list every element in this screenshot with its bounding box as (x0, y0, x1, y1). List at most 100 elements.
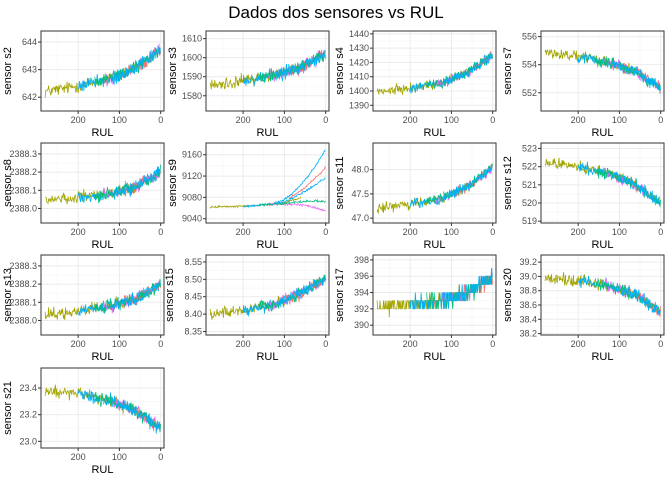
panel-border (540, 254, 665, 336)
y-tick-label: 47.0 (351, 213, 369, 223)
y-tick-label: 1430 (349, 43, 369, 53)
x-tick-label: 0 (658, 227, 663, 237)
y-tick-label: 2388.0 (9, 315, 37, 325)
x-axis-label: RUL (91, 239, 113, 251)
y-tick-label: 8.35 (184, 327, 202, 337)
y-tick-label: 390 (354, 320, 369, 330)
panel-border (205, 30, 330, 112)
x-tick-label: 200 (71, 452, 86, 462)
y-tick-label: 2388.3 (9, 261, 37, 271)
series-group (376, 51, 493, 95)
y-tick-label: 9160 (182, 150, 202, 160)
x-tick-label: 200 (236, 115, 251, 125)
y-tick-label: 552 (522, 88, 537, 98)
panel-border (205, 254, 330, 336)
y-axis-label: sensor s3 (167, 47, 179, 95)
sensor-panel: 200 100 0 390 392 394 396 398 RUL sensor s17 (334, 254, 497, 363)
y-axis-label: sensor s8 (2, 159, 14, 207)
y-tick-label: 392 (354, 304, 369, 314)
y-tick-label: 643 (22, 65, 37, 75)
x-tick-label: 200 (571, 339, 586, 349)
y-tick-label: 9040 (182, 214, 202, 224)
y-tick-label: 644 (22, 37, 37, 47)
y-tick-label: 520 (522, 198, 537, 208)
panel-border (40, 30, 165, 112)
y-tick-label: 1390 (349, 100, 369, 110)
series-line (376, 183, 469, 214)
panel-border (372, 142, 497, 224)
x-tick-label: 100 (612, 227, 627, 237)
x-tick-label: 200 (571, 227, 586, 237)
y-axis-label: sensor s12 (502, 156, 514, 210)
x-tick-label: 100 (444, 339, 459, 349)
y-tick-label: 23.2 (19, 410, 37, 420)
y-axis-label: sensor s9 (167, 159, 179, 207)
x-tick-label: 0 (323, 227, 328, 237)
y-tick-label: 522 (522, 162, 537, 172)
y-tick-label: 396 (354, 271, 369, 281)
y-tick-label: 23.0 (19, 436, 37, 446)
y-tick-label: 1400 (349, 86, 369, 96)
x-tick-label: 100 (444, 227, 459, 237)
y-tick-label: 398 (354, 255, 369, 265)
y-tick-label: 1420 (349, 57, 369, 67)
x-axis-label: RUL (423, 127, 445, 139)
sensor-panel: 200 100 0 519 520 521 522 523 RUL sensor s12 (502, 142, 665, 251)
series-line (275, 177, 326, 205)
y-tick-label: 47.5 (351, 189, 369, 199)
x-tick-label: 100 (612, 339, 627, 349)
series-line (242, 149, 326, 209)
y-tick-label: 1440 (349, 29, 369, 39)
sensor-panel: 200 100 0 9040 9080 9120 9160 RUL sensor s9 (167, 142, 330, 251)
series-line (110, 397, 161, 434)
y-tick-label: 8.40 (184, 309, 202, 319)
panel-border (372, 254, 497, 336)
x-tick-label: 100 (444, 115, 459, 125)
chart-title: Dados dos sensores vs RUL (228, 3, 444, 22)
series-line (275, 276, 326, 308)
x-tick-label: 0 (490, 115, 495, 125)
x-tick-label: 0 (323, 339, 328, 349)
series-group (209, 274, 326, 320)
series-line (259, 198, 326, 207)
y-axis-label: sensor s21 (2, 381, 14, 435)
x-tick-label: 0 (158, 227, 163, 237)
x-axis-label: RUL (423, 239, 445, 251)
x-tick-label: 100 (112, 339, 127, 349)
x-axis-label: RUL (256, 239, 278, 251)
panel-border (40, 367, 165, 449)
series-group (44, 384, 161, 434)
x-tick-label: 0 (158, 339, 163, 349)
y-tick-label: 8.45 (184, 292, 202, 302)
series-group (209, 149, 326, 212)
series-line (426, 53, 493, 90)
panel-border (372, 30, 497, 112)
y-tick-label: 38.2 (519, 329, 537, 339)
y-axis-label: sensor s11 (334, 157, 346, 210)
y-axis-label: sensor s17 (334, 268, 346, 322)
sensor-panel: 200 100 0 1390 1400 1410 1420 1430 1440 RUL sensor… (334, 29, 497, 139)
series-line (443, 165, 493, 201)
sensor-panel: 200 100 0 2388.0 2388.1 2388.2 2388.3 RUL sensor… (2, 254, 165, 363)
y-tick-label: 39.0 (519, 271, 537, 281)
x-axis-label: RUL (256, 351, 278, 363)
x-tick-label: 200 (403, 227, 418, 237)
series-group (44, 278, 161, 321)
y-tick-label: 519 (522, 216, 537, 226)
panel-border (40, 254, 165, 336)
series-line (610, 60, 661, 91)
y-tick-label: 1580 (182, 91, 202, 101)
y-tick-label: 2388.1 (9, 297, 37, 307)
x-tick-label: 200 (71, 115, 86, 125)
sensor-panel: 200 100 0 8.35 8.40 8.45 8.50 8.55 RUL sensor s15 (164, 254, 330, 363)
series-group (376, 163, 493, 214)
series-line (594, 167, 661, 207)
y-tick-label: 1600 (182, 53, 202, 63)
y-axis-label: sensor s13 (2, 268, 14, 322)
y-tick-label: 1410 (349, 72, 369, 82)
y-tick-label: 2388.2 (9, 279, 37, 289)
y-tick-label: 39.2 (519, 257, 537, 267)
series-group (45, 164, 161, 205)
y-tick-label: 2388.1 (9, 185, 37, 195)
x-tick-label: 0 (658, 339, 663, 349)
